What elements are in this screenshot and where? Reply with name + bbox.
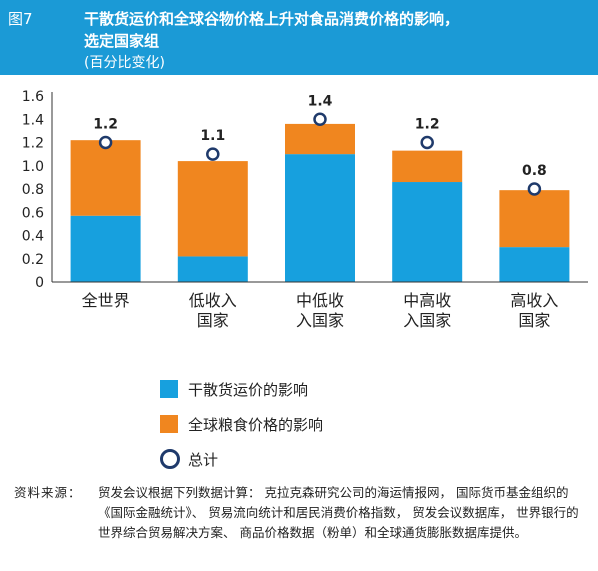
total-marker-icon [160, 449, 180, 469]
total-value-label: 1.2 [415, 117, 440, 133]
x-tick-label: 低收入 [189, 291, 237, 310]
total-value-label: 0.8 [522, 163, 547, 179]
grain-swatch [160, 415, 178, 433]
total-value-label: 1.2 [93, 117, 118, 133]
chart-title-line-1: 干散货运价和全球谷物价格上升对食品消费价格的影响， [84, 10, 460, 28]
bar-freight [70, 215, 141, 282]
bar-freight [392, 182, 463, 282]
bar-grain [285, 123, 355, 155]
x-tick-label: 全世界 [82, 291, 130, 310]
total-marker [206, 147, 220, 161]
bar-freight [285, 154, 355, 282]
total-marker [313, 112, 327, 126]
total-marker [527, 182, 542, 196]
x-tick-label: 国家 [518, 311, 550, 330]
x-tick-label: 入国家 [403, 311, 451, 330]
chart-title-line-2: 选定国家组 [84, 32, 160, 50]
total-markers: 1.2 1.1 1.4 1.2 0.8 [93, 93, 547, 196]
x-tick-label: 中低收 [296, 291, 344, 310]
x-tick-label: 国家 [197, 311, 229, 330]
y-tick-label: 1.2 [22, 136, 44, 152]
freight-swatch [160, 380, 178, 398]
bar-freight [499, 247, 570, 282]
total-value-label: 1.1 [200, 128, 225, 144]
source-label: 资料来源： [14, 485, 82, 500]
y-tick-label: 1.6 [22, 89, 44, 105]
legend-label-total: 总计 [188, 451, 219, 469]
chart-subtitle: (百分比变化) [84, 55, 165, 71]
stacked-bar-chart: 00.20.40.60.81.01.21.41.6 全世界 低收入国家中低收入国家… [22, 89, 588, 330]
figure-header: 图7 干散货运价和全球谷物价格上升对食品消费价格的影响， 选定国家组 (百分比变… [0, 0, 598, 75]
x-tick-label: 中高收 [403, 291, 451, 310]
y-tick-label: 0 [35, 275, 44, 291]
bar-grain [70, 140, 141, 216]
y-axis: 0 0.2 0.4 0.6 0.8 1.0 1.2 1.4 1.6 [22, 89, 53, 291]
source-text: 贸发会议根据下列数据计算： 克拉克森研究公司的海运情报网， 国际货币基金组织的 … [98, 485, 579, 540]
y-tick-label: 0.6 [22, 205, 44, 221]
legend-label-freight: 干散货运价的影响 [188, 381, 309, 399]
y-tick-label: 0.2 [22, 252, 44, 268]
bar-freight [177, 256, 248, 282]
total-marker [420, 135, 434, 150]
figure-number: 图7 [8, 10, 33, 28]
bar-grain [392, 150, 463, 183]
bar-grain [499, 190, 570, 248]
bars [70, 123, 570, 282]
legend-label-grain: 全球粮食价格的影响 [188, 416, 324, 434]
y-tick-label: 0.4 [22, 229, 44, 245]
y-tick-label: 0.8 [22, 182, 44, 198]
total-value-label: 1.4 [308, 93, 333, 109]
x-tick-label: 高收入 [510, 291, 558, 310]
x-tick-label: 入国家 [296, 311, 344, 330]
y-tick-label: 1.0 [22, 159, 44, 175]
bar-grain [177, 161, 248, 257]
y-tick-label: 1.4 [22, 112, 44, 128]
total-marker [98, 135, 113, 150]
